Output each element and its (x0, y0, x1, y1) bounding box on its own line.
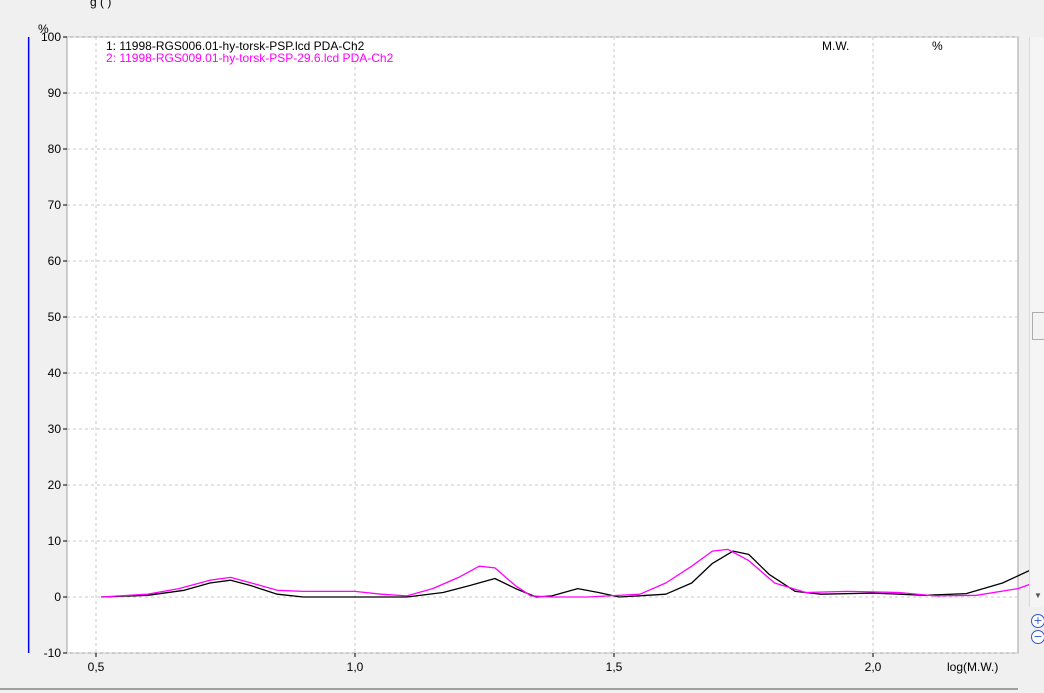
zoom-out-icon[interactable]: − (1031, 630, 1044, 644)
series-line-1 (101, 550, 1044, 598)
scrollbar-thumb[interactable] (1032, 312, 1044, 340)
y-tick-label: -10 (44, 646, 62, 660)
y-tick-label: 70 (48, 198, 62, 212)
y-tick-label: 50 (48, 310, 62, 324)
y-tick-label: 30 (48, 422, 62, 436)
y-axis-unit-label: % (38, 22, 49, 36)
legend-entry-2: 2: 11998-RGS009.01-hy-torsk-PSP-29.6.lcd… (106, 51, 394, 65)
y-tick-label: 60 (48, 254, 62, 268)
x-tick-label: 1,5 (606, 660, 623, 674)
plot-area (66, 36, 1019, 654)
y-tick-label: 10 (48, 534, 62, 548)
column-header-percent: % (932, 39, 943, 53)
x-axis-label: log(M.W.) (947, 660, 998, 674)
x-tick-label: 1,0 (347, 660, 364, 674)
x-tick-label: 2,0 (865, 660, 882, 674)
scroll-down-arrow-icon[interactable]: ▼ (1034, 591, 1042, 600)
y-tick-label: 40 (48, 366, 62, 380)
status-divider (0, 688, 1018, 690)
y-tick-label: 80 (48, 142, 62, 156)
x-tick-label: 0,5 (88, 660, 105, 674)
y-tick-label: 0 (54, 590, 61, 604)
y-tick-label: 20 (48, 478, 62, 492)
y-tick-label: 100 (41, 30, 61, 44)
window-title-fragment: g ( ) (90, 0, 111, 9)
legend-entry-1: 1: 11998-RGS006.01-hy-torsk-PSP.lcd PDA-… (106, 39, 365, 53)
column-header-mw: M.W. (822, 39, 849, 53)
series-line-2 (101, 548, 1044, 598)
y-tick-label: 90 (48, 86, 62, 100)
zoom-in-icon[interactable]: + (1031, 614, 1044, 628)
